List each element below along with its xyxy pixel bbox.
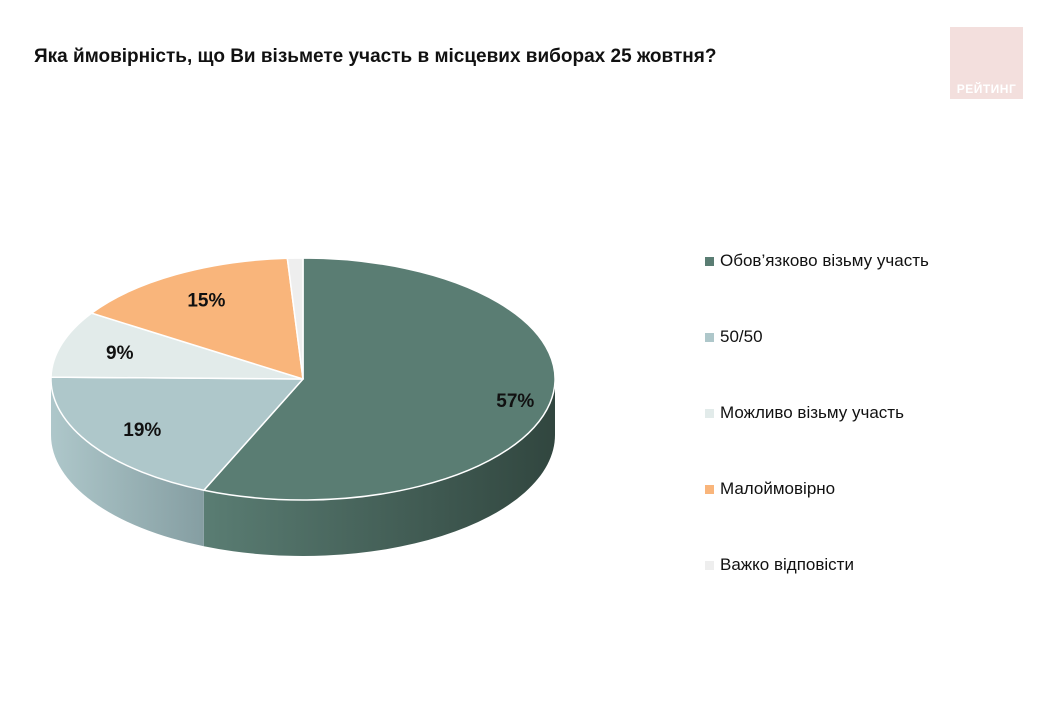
legend-label: Малоймовірно [720, 479, 836, 498]
legend-label: Обов’язково візьму участь [720, 251, 929, 270]
pie-slice-definitely [203, 257, 556, 501]
data-label-definitely: 57% [496, 391, 534, 412]
brand-logo: РЕЙТИНГ [950, 27, 1023, 99]
chart-legend: Обов’язково візьму участь 50/50 Можливо ві… [705, 223, 929, 603]
legend-swatch [705, 332, 714, 342]
legend-item-definitely: Обов’язково візьму участь [705, 223, 929, 299]
pie-slice-hard-to-say [286, 257, 304, 380]
legend-swatch [705, 256, 714, 266]
brand-logo-text: РЕЙТИНГ [956, 82, 1017, 96]
pie-slice-maybe [50, 312, 304, 380]
chart-title: Яка ймовірність, що Ви візьмете участь в… [34, 46, 717, 67]
legend-item-maybe: Можливо візьму участь [705, 375, 929, 451]
legend-label: 50/50 [720, 327, 763, 346]
data-label-maybe: 9% [106, 343, 134, 364]
legend-label: Важко відповісти [720, 555, 854, 574]
legend-swatch [705, 560, 714, 570]
legend-swatch [705, 408, 714, 418]
legend-item-hard-to-say: Важко відповісти [705, 527, 929, 603]
pie-slice-fifty-fifty [50, 376, 304, 491]
pie-slice-unlikely [90, 257, 304, 380]
data-label-unlikely: 15% [187, 291, 225, 312]
legend-swatch [705, 484, 714, 494]
data-label-fifty-fifty: 19% [123, 420, 161, 441]
legend-item-fifty-fifty: 50/50 [705, 299, 929, 375]
pie-side-definitely [203, 379, 556, 556]
legend-label: Можливо візьму участь [720, 403, 904, 422]
legend-item-unlikely: Малоймовірно [705, 451, 929, 527]
pie-side-fifty-fifty [51, 379, 204, 547]
